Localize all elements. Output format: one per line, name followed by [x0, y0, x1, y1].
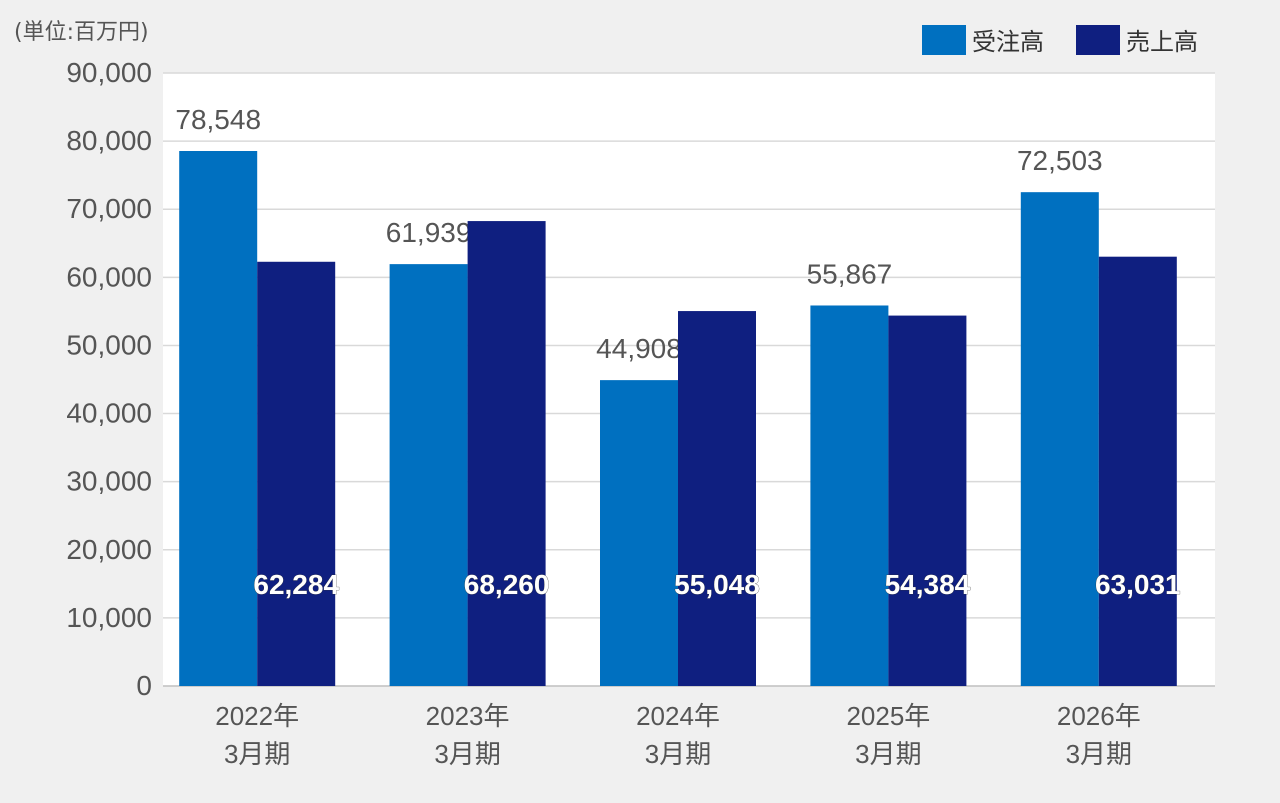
x-tick-label-year: 2024年: [636, 701, 720, 731]
bar-sales: [678, 311, 756, 686]
x-tick-label-year: 2023年: [426, 701, 510, 731]
y-tick-label: 70,000: [66, 193, 152, 224]
legend: 受注高 売上高: [922, 22, 1230, 57]
legend-label-sales: 売上高: [1126, 28, 1198, 56]
y-tick-label: 10,000: [66, 602, 152, 633]
data-label-sales: 68,260: [464, 569, 550, 600]
data-label-orders: 78,548: [175, 104, 261, 135]
legend-item-orders: 受注高: [922, 22, 1044, 57]
y-tick-label: 40,000: [66, 398, 152, 429]
bar-sales: [888, 315, 967, 686]
bar-orders: [1020, 192, 1099, 686]
x-tick-label-period: 3月期: [1066, 739, 1132, 769]
bar-orders: [810, 305, 889, 686]
x-tick-label-period: 3月期: [855, 739, 921, 769]
data-label-orders: 55,867: [807, 258, 893, 289]
data-label-sales: 55,048: [674, 569, 760, 600]
data-label-sales: 62,284: [253, 569, 339, 600]
data-label-orders: 61,939: [386, 217, 472, 248]
legend-label-orders: 受注高: [972, 28, 1044, 56]
legend-swatch-sales: [1076, 24, 1120, 55]
x-tick-label-year: 2025年: [846, 701, 930, 731]
bar-orders: [179, 151, 258, 686]
bar-orders: [389, 264, 468, 686]
data-label-orders: 72,503: [1017, 145, 1103, 176]
y-tick-label: 30,000: [66, 466, 152, 497]
x-tick-label-period: 3月期: [645, 739, 711, 769]
legend-item-sales: 売上高: [1076, 22, 1198, 57]
x-tick-label-period: 3月期: [224, 739, 290, 769]
legend-swatch-orders: [922, 24, 966, 55]
y-tick-label: 60,000: [66, 261, 152, 292]
x-tick-label-year: 2026年: [1057, 701, 1141, 731]
bar-orders: [600, 380, 678, 686]
bar-sales: [257, 261, 336, 686]
data-label-orders: 44,908: [596, 333, 682, 364]
y-tick-label: 20,000: [66, 534, 152, 565]
data-label-sales: 63,031: [1095, 569, 1181, 600]
y-tick-label: 90,000: [66, 57, 152, 88]
unit-label: (単位:百万円): [14, 20, 149, 45]
y-tick-label: 0: [136, 670, 152, 701]
y-tick-label: 80,000: [66, 125, 152, 156]
y-tick-label: 50,000: [66, 329, 152, 360]
bar-sales: [467, 221, 546, 687]
x-tick-label-period: 3月期: [434, 739, 500, 769]
bar-sales: [1098, 256, 1177, 686]
data-label-sales: 54,384: [885, 569, 971, 600]
x-tick-label-year: 2022年: [215, 701, 299, 731]
